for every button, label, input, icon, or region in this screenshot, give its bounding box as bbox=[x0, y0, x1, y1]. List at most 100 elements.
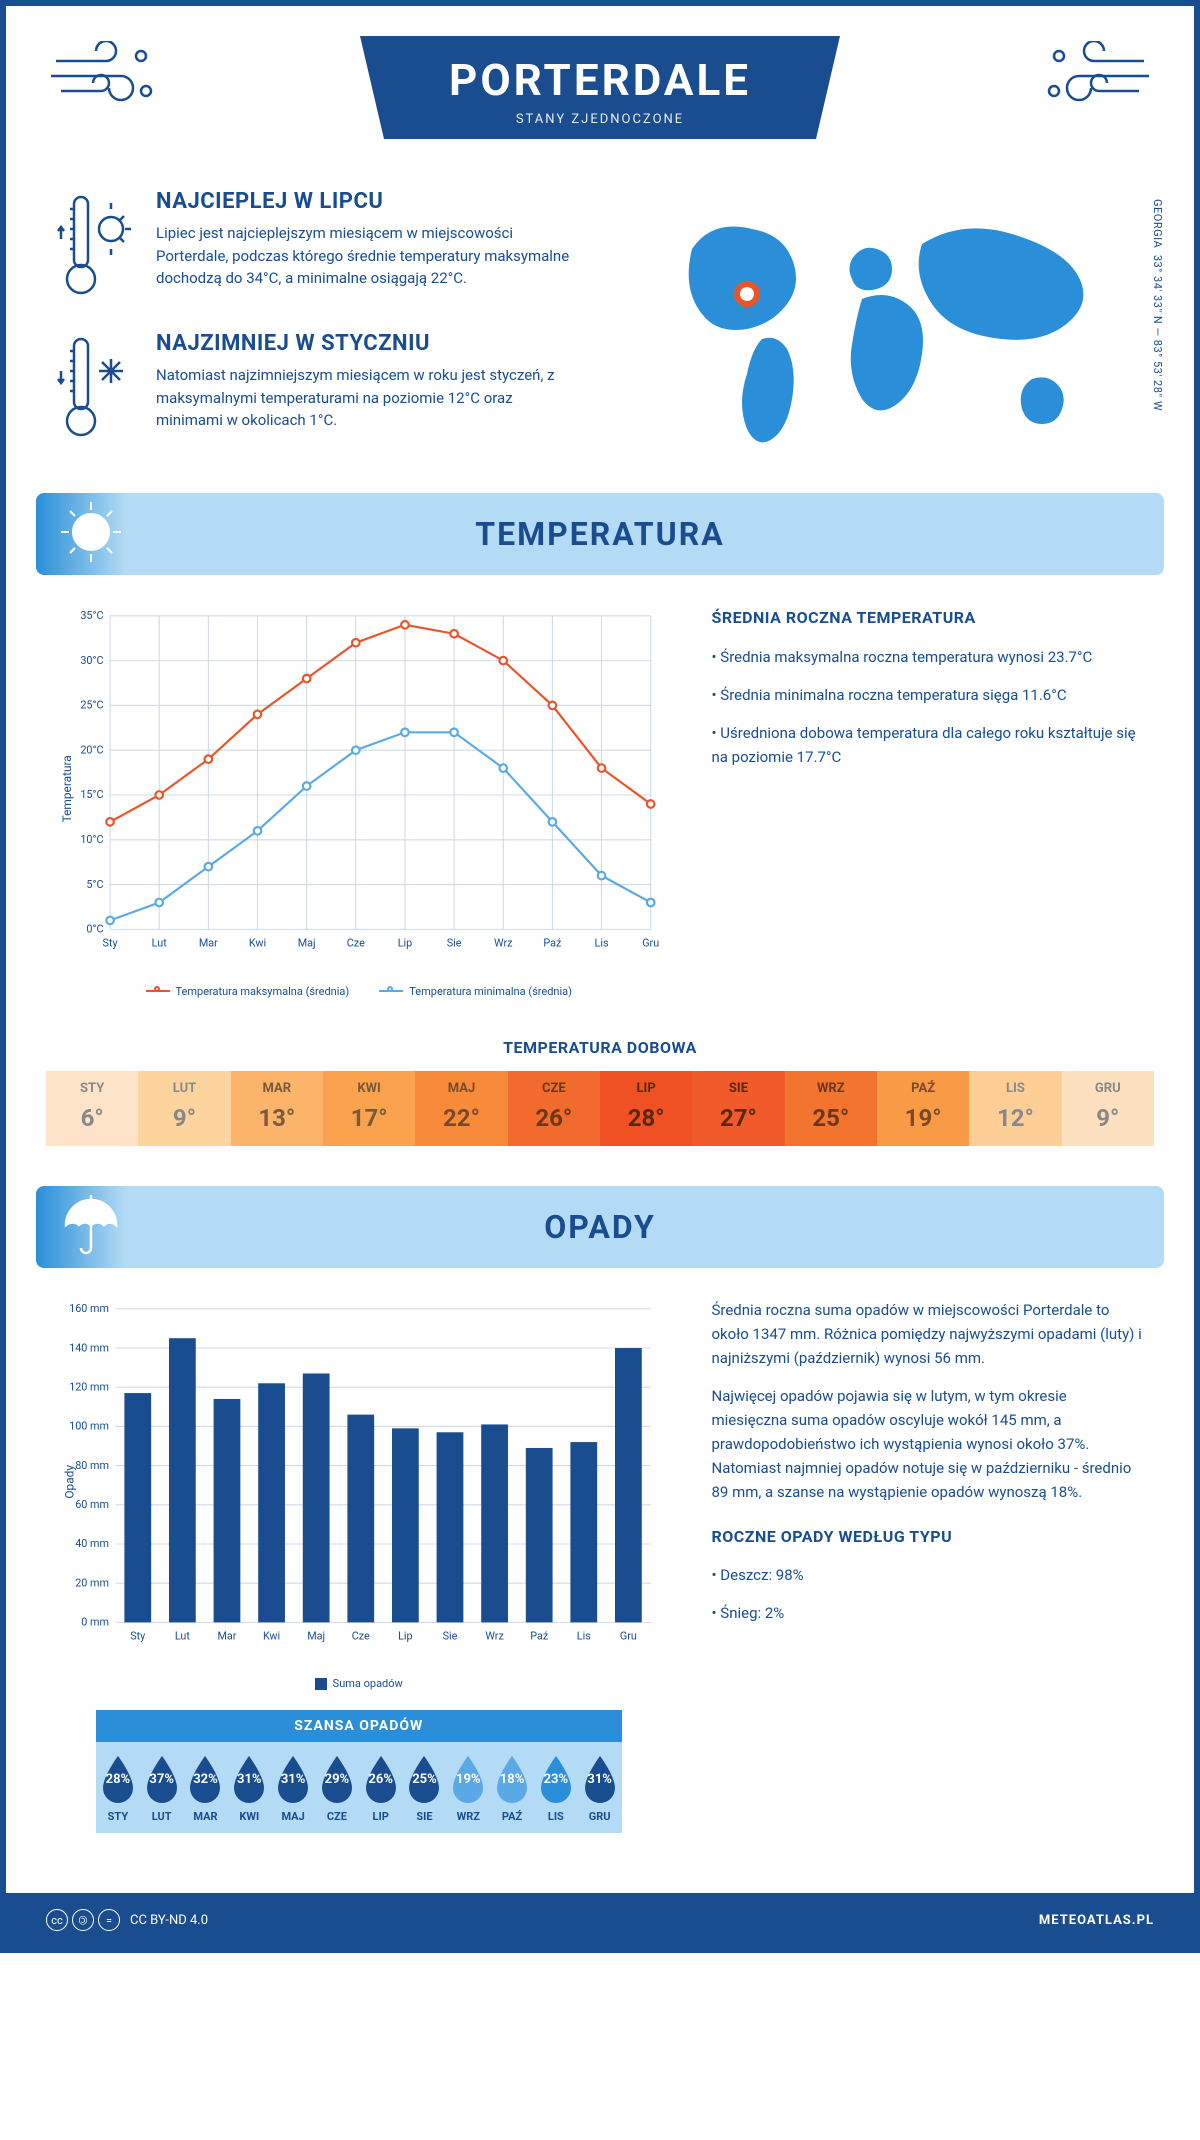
svg-text:Cze: Cze bbox=[352, 1629, 370, 1642]
thermometer-snow-icon bbox=[56, 331, 136, 445]
stats-title: ŚREDNIA ROCZNA TEMPERATURA bbox=[712, 605, 1145, 631]
wind-icon bbox=[1034, 41, 1154, 115]
precip-paragraph: Najwięcej opadów pojawia się w lutym, w … bbox=[712, 1384, 1145, 1504]
svg-text:20°C: 20°C bbox=[80, 743, 103, 756]
precip-type-bullet: • Deszcz: 98% bbox=[712, 1563, 1145, 1587]
heat-cell: WRZ25° bbox=[785, 1071, 877, 1146]
svg-text:15°C: 15°C bbox=[80, 788, 103, 801]
svg-text:100 mm: 100 mm bbox=[69, 1419, 109, 1432]
svg-text:Wrz: Wrz bbox=[494, 937, 512, 950]
svg-text:Kwi: Kwi bbox=[249, 937, 266, 950]
svg-text:Maj: Maj bbox=[298, 937, 316, 950]
svg-text:60 mm: 60 mm bbox=[75, 1498, 109, 1511]
chance-cell: 23%LIS bbox=[534, 1752, 578, 1823]
svg-text:Cze: Cze bbox=[347, 937, 365, 950]
chance-cell: 28%STY bbox=[96, 1752, 140, 1823]
svg-text:Maj: Maj bbox=[307, 1629, 325, 1642]
temperature-line-chart: 0°C5°C10°C15°C20°C25°C30°C35°CStyLutMarK… bbox=[56, 605, 662, 998]
precipitation-bar-chart: 0 mm20 mm40 mm60 mm80 mm100 mm120 mm140 … bbox=[56, 1298, 662, 1864]
cc-icons: cc 🄯 = bbox=[46, 1909, 120, 1931]
svg-text:Kwi: Kwi bbox=[263, 1629, 280, 1642]
svg-text:5°C: 5°C bbox=[86, 878, 103, 891]
heat-cell: MAJ22° bbox=[415, 1071, 507, 1146]
chance-cell: 29%CZE bbox=[315, 1752, 359, 1823]
svg-text:Opady: Opady bbox=[62, 1464, 76, 1498]
fact-warmest: NAJCIEPLEJ W LIPCU Lipiec jest najcieple… bbox=[56, 189, 580, 303]
daily-temp-title: TEMPERATURA DOBOWA bbox=[6, 1038, 1194, 1057]
heat-cell: STY6° bbox=[46, 1071, 138, 1146]
map-column: GEORGIA 33° 34' 33'' N — 83° 53' 28'' W bbox=[620, 189, 1144, 473]
heat-cell: KWI17° bbox=[323, 1071, 415, 1146]
chance-cell: 32%MAR bbox=[184, 1752, 228, 1823]
chance-cell: 26%LIP bbox=[359, 1752, 403, 1823]
svg-text:80 mm: 80 mm bbox=[75, 1458, 109, 1471]
wind-icon bbox=[46, 41, 166, 115]
site-label: METEOATLAS.PL bbox=[1039, 1913, 1154, 1928]
stat-bullet: • Średnia maksymalna roczna temperatura … bbox=[712, 645, 1145, 669]
precip-type-title: ROCZNE OPADY WEDŁUG TYPU bbox=[712, 1524, 1145, 1550]
svg-text:Sie: Sie bbox=[443, 1629, 458, 1642]
license-label: CC BY-ND 4.0 bbox=[130, 1913, 208, 1928]
coordinates-label: GEORGIA 33° 34' 33'' N — 83° 53' 28'' W bbox=[1151, 199, 1164, 411]
svg-text:25°C: 25°C bbox=[80, 699, 103, 712]
svg-text:10°C: 10°C bbox=[80, 833, 103, 846]
svg-text:Lip: Lip bbox=[398, 1629, 413, 1642]
svg-text:30°C: 30°C bbox=[80, 654, 103, 667]
svg-text:Gru: Gru bbox=[642, 937, 659, 950]
stat-bullet: • Uśredniona dobowa temperatura dla całe… bbox=[712, 721, 1145, 769]
world-map-icon bbox=[620, 189, 1144, 469]
svg-text:Temperatura: Temperatura bbox=[60, 755, 74, 822]
svg-text:Gru: Gru bbox=[620, 1629, 637, 1642]
by-icon: 🄯 bbox=[72, 1909, 94, 1931]
svg-text:Lip: Lip bbox=[398, 937, 413, 950]
precipitation-banner: OPADY bbox=[36, 1186, 1164, 1268]
svg-text:0°C: 0°C bbox=[86, 923, 103, 936]
section-title: TEMPERATURA bbox=[36, 515, 1164, 553]
intro-row: NAJCIEPLEJ W LIPCU Lipiec jest najcieple… bbox=[6, 159, 1194, 493]
heat-cell: LIS12° bbox=[969, 1071, 1061, 1146]
chart-legend: Suma opadów bbox=[56, 1677, 662, 1690]
svg-text:Sty: Sty bbox=[130, 1629, 145, 1642]
fact-body: Natomiast najzimniejszym miesiącem w rok… bbox=[156, 364, 580, 432]
nd-icon: = bbox=[98, 1909, 120, 1931]
heat-cell: CZE26° bbox=[508, 1071, 600, 1146]
svg-text:Lis: Lis bbox=[595, 937, 609, 950]
svg-text:120 mm: 120 mm bbox=[69, 1380, 109, 1393]
svg-text:Wrz: Wrz bbox=[485, 1629, 503, 1642]
temperature-stats: ŚREDNIA ROCZNA TEMPERATURA • Średnia mak… bbox=[712, 605, 1145, 998]
precip-type-bullet: • Śnieg: 2% bbox=[712, 1601, 1145, 1625]
heat-cell: PAŹ19° bbox=[877, 1071, 969, 1146]
thermometer-sun-icon bbox=[56, 189, 136, 303]
chance-title: SZANSA OPADÓW bbox=[96, 1710, 622, 1742]
sun-icon bbox=[56, 497, 126, 571]
precipitation-chance-table: SZANSA OPADÓW 28%STY37%LUT32%MAR31%KWI31… bbox=[96, 1710, 622, 1833]
precipitation-chart-row: 0 mm20 mm40 mm60 mm80 mm100 mm120 mm140 … bbox=[6, 1268, 1194, 1894]
header: PORTERDALE STANY ZJEDNOCZONE bbox=[6, 6, 1194, 159]
svg-text:Sty: Sty bbox=[103, 937, 118, 950]
chart-legend: Temperatura maksymalna (średnia)Temperat… bbox=[56, 985, 662, 998]
heat-cell: LUT9° bbox=[138, 1071, 230, 1146]
svg-text:Paź: Paź bbox=[530, 1629, 548, 1642]
svg-text:35°C: 35°C bbox=[80, 609, 103, 622]
chance-cell: 25%SIE bbox=[403, 1752, 447, 1823]
title-ribbon: PORTERDALE STANY ZJEDNOCZONE bbox=[360, 36, 840, 139]
svg-text:Mar: Mar bbox=[217, 1629, 236, 1642]
chance-cell: 31%GRU bbox=[578, 1752, 622, 1823]
precipitation-stats: Średnia roczna suma opadów w miejscowośc… bbox=[712, 1298, 1145, 1864]
temperature-banner: TEMPERATURA bbox=[36, 493, 1164, 575]
cc-icon: cc bbox=[46, 1909, 68, 1931]
fact-title: NAJCIEPLEJ W LIPCU bbox=[156, 189, 580, 214]
heat-cell: LIP28° bbox=[600, 1071, 692, 1146]
city-title: PORTERDALE bbox=[440, 54, 760, 106]
svg-text:Lut: Lut bbox=[152, 937, 168, 950]
chance-cell: 19%WRZ bbox=[446, 1752, 490, 1823]
fact-body: Lipiec jest najcieplejszym miesiącem w m… bbox=[156, 222, 580, 290]
svg-text:40 mm: 40 mm bbox=[75, 1537, 109, 1550]
fact-coldest: NAJZIMNIEJ W STYCZNIU Natomiast najzimni… bbox=[56, 331, 580, 445]
fact-title: NAJZIMNIEJ W STYCZNIU bbox=[156, 331, 580, 356]
heat-cell: GRU9° bbox=[1062, 1071, 1154, 1146]
svg-text:140 mm: 140 mm bbox=[69, 1341, 109, 1354]
heat-cell: SIE27° bbox=[692, 1071, 784, 1146]
country-subtitle: STANY ZJEDNOCZONE bbox=[440, 112, 760, 127]
temperature-chart-row: 0°C5°C10°C15°C20°C25°C30°C35°CStyLutMarK… bbox=[6, 575, 1194, 1028]
